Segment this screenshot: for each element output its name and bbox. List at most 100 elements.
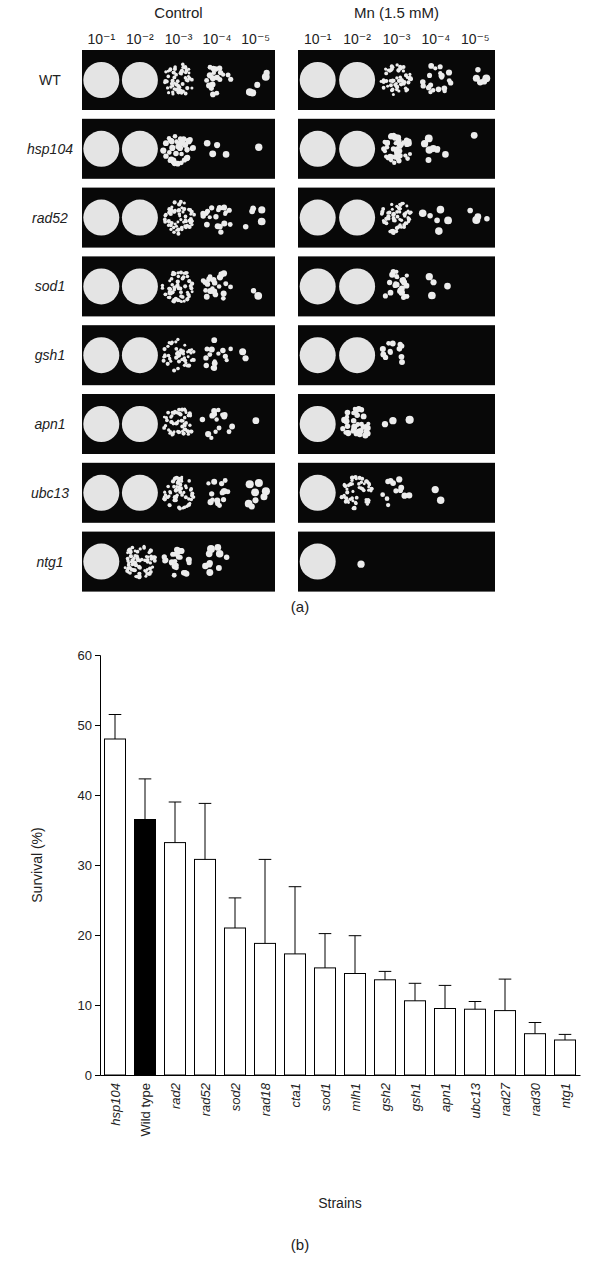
spot	[339, 337, 375, 373]
colony	[427, 73, 432, 78]
colony	[209, 346, 215, 352]
colony	[169, 228, 172, 231]
colony	[174, 356, 178, 360]
colony	[173, 430, 176, 433]
spot	[382, 416, 414, 428]
colony	[176, 232, 180, 236]
spot	[339, 200, 375, 236]
colony	[398, 223, 402, 227]
colony	[167, 428, 170, 431]
colony	[353, 475, 357, 479]
colony	[174, 73, 178, 77]
plate-strip	[82, 256, 275, 316]
spot-lawn	[122, 200, 158, 236]
colony	[343, 418, 349, 424]
colony	[345, 410, 351, 416]
colony	[405, 204, 408, 207]
colony	[204, 295, 209, 300]
colony	[427, 213, 433, 219]
spot	[239, 348, 249, 361]
colony	[178, 555, 183, 560]
colony	[406, 80, 410, 84]
colony	[395, 275, 399, 279]
colony	[401, 493, 407, 499]
strain-label: ntg1	[36, 554, 63, 570]
colony	[437, 206, 445, 214]
spot	[300, 131, 336, 167]
colony	[436, 86, 442, 92]
y-tick-mark	[95, 725, 100, 726]
error-bar-cap	[499, 979, 512, 980]
bar	[225, 928, 246, 1075]
colony	[382, 219, 385, 222]
colony	[428, 292, 436, 300]
colony	[206, 481, 210, 485]
colony	[180, 300, 183, 303]
colony	[361, 425, 366, 430]
colony	[177, 145, 183, 151]
y-tick-mark	[95, 655, 100, 656]
colony	[163, 214, 167, 218]
error-bar-stem	[535, 1023, 536, 1034]
error-bar	[109, 715, 122, 740]
error-bar	[469, 1002, 482, 1010]
x-tick-label: ubc13	[468, 1082, 483, 1118]
spot	[206, 478, 230, 508]
colony	[383, 149, 387, 153]
colony	[183, 416, 187, 420]
colony	[221, 221, 227, 227]
x-tick: ubc13	[468, 1075, 483, 1118]
colony	[386, 85, 389, 88]
colony	[222, 488, 228, 494]
colony	[189, 488, 192, 491]
colony	[217, 274, 223, 280]
colony	[185, 78, 189, 82]
colony	[188, 72, 191, 75]
colony	[389, 417, 396, 424]
colony	[179, 483, 182, 486]
colony	[211, 337, 217, 343]
colony	[187, 137, 193, 143]
colony	[229, 424, 235, 430]
colony	[251, 488, 259, 496]
colony	[184, 155, 190, 161]
colony	[397, 207, 401, 211]
colony	[183, 202, 186, 205]
colony	[216, 207, 221, 212]
error-bar	[199, 803, 212, 859]
spot-lawn	[83, 200, 119, 236]
error-bar	[349, 936, 362, 974]
error-bar	[229, 898, 242, 928]
colony	[166, 86, 169, 89]
y-tick: 50	[78, 718, 100, 733]
colony	[389, 133, 393, 137]
colony	[399, 204, 402, 207]
colony	[186, 275, 190, 279]
spot	[255, 144, 262, 151]
plate-strip	[298, 463, 495, 523]
spot	[122, 62, 158, 98]
colony	[166, 345, 169, 348]
colony	[171, 273, 175, 277]
colony	[395, 63, 398, 66]
colony	[392, 79, 396, 83]
spot	[83, 62, 119, 98]
spot-lawn	[83, 62, 119, 98]
colony	[204, 78, 209, 83]
strain-label: hsp104	[27, 141, 73, 157]
x-tick: rad30	[528, 1075, 543, 1116]
colony	[172, 300, 176, 304]
colony	[176, 220, 179, 223]
colony	[169, 208, 173, 212]
colony	[189, 221, 193, 225]
spot	[300, 62, 336, 98]
colony	[142, 546, 146, 550]
bar	[255, 943, 276, 1075]
spot-lawn	[339, 268, 375, 304]
colony	[396, 476, 402, 482]
colony	[183, 356, 187, 360]
strain-label: gsh1	[35, 347, 65, 363]
colony	[223, 151, 230, 158]
spot	[122, 268, 158, 304]
plate-strip	[82, 463, 275, 523]
